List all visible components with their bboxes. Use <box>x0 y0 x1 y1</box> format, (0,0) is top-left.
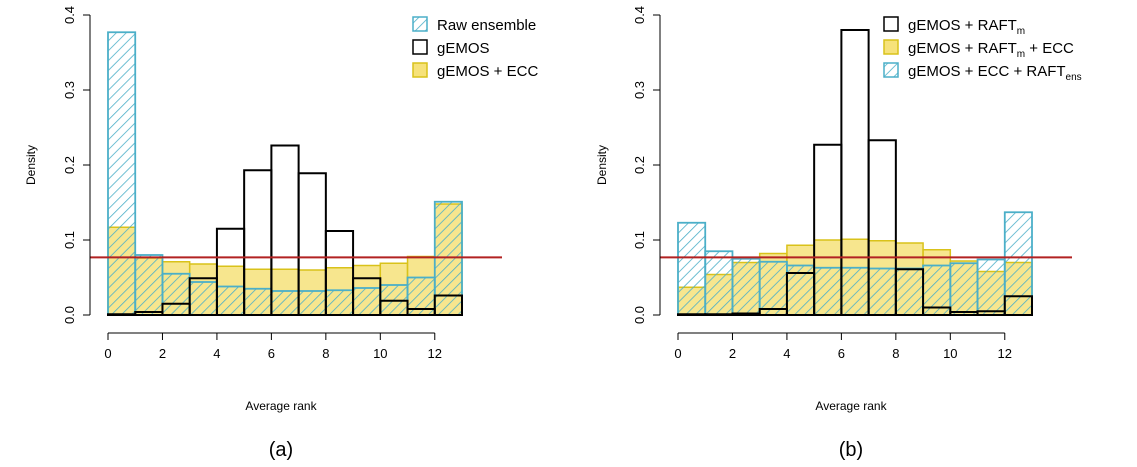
panel-b-xlabel: Average rank <box>815 399 887 413</box>
legend-label-gemos: gEMOS <box>437 40 490 57</box>
panel-b-x-tick-label: 0 <box>674 346 681 361</box>
panel-a-axes: 0 2 4 6 8 10 12 0.0 0.1 0.2 0.3 0.4 <box>62 6 442 361</box>
panel-a-bar-raw-ensemble-7 <box>297 290 327 316</box>
panel-a-bar-raw-ensemble-1 <box>134 254 164 316</box>
panel-a-bar-gemos-10 <box>379 299 409 316</box>
legend-swatch-raw-ensemble <box>412 16 428 32</box>
panel-a-bar-raw-ensemble-4 <box>216 285 246 316</box>
panel-b-bar-gemos-ecc-raftens-6 <box>840 266 870 316</box>
panel-b-bar-gemos-ecc-raftens-1 <box>704 250 734 316</box>
panel-b-bar-gemos-raftm-8 <box>894 268 925 316</box>
legend-swatch-gemos-ecc-raftens <box>883 62 899 78</box>
panel-b-axes: 0 2 4 6 8 10 12 0.0 0.1 0.2 0.3 0.4 <box>632 6 1012 361</box>
panel-b-bar-gemos-ecc-raftens-5 <box>813 266 843 316</box>
panel-a-bar-gemos-8 <box>324 230 355 316</box>
legend-label-gemos-raftm: gEMOS + RAFTm <box>908 17 1025 37</box>
panel-b-x-tick-label: 6 <box>838 346 845 361</box>
panel-b-caption: (b) <box>839 439 863 461</box>
panel-a-x-tick-label: 6 <box>268 346 275 361</box>
panel-b-bar-gemos-raftm-2 <box>731 312 761 316</box>
panel-a-bar-gemos-9 <box>352 277 382 316</box>
panel-b-bar-gemos-ecc-raftens-12 <box>1003 211 1033 316</box>
legend-label-gemos-ecc-raftens: gEMOS + ECC + RAFTens <box>908 63 1082 83</box>
panel-a-bar-raw-ensemble-12 <box>433 200 463 316</box>
panel-b-bar-gemos-ecc-raftens-0 <box>677 221 707 316</box>
panel-b-bar-gemos-ecc-raftens-7 <box>867 267 897 316</box>
panel-a-bar-raw-ensemble-2 <box>161 272 191 316</box>
panel-b-x-tick-label: 8 <box>892 346 899 361</box>
legend-swatch-gemos-raftm-ecc <box>883 39 899 55</box>
panel-a-bar-raw-ensemble-8 <box>324 289 354 316</box>
panel-a-bar-raw-ensemble-6 <box>270 290 300 316</box>
legend-label-gemos-ecc: gEMOS + ECC <box>437 63 538 80</box>
panel-a-bars <box>107 31 463 316</box>
panel-a-caption: (a) <box>269 439 293 461</box>
legend-label-gemos-raftm-ecc: gEMOS + RAFTm + ECC <box>908 40 1074 60</box>
panel-a-ylabel: Density <box>24 145 38 185</box>
panel-a-x-tick-label: 12 <box>428 346 442 361</box>
panel-a-x-tick-label: 4 <box>213 346 220 361</box>
panel-a-x-tick-label: 0 <box>104 346 111 361</box>
panel-a-y-tick-label: 0.0 <box>62 306 77 324</box>
panel-b-x-tick-label: 12 <box>998 346 1012 361</box>
panel-a-bar-raw-ensemble-0 <box>107 31 137 316</box>
panel-a-y-tick-label: 0.2 <box>62 156 77 174</box>
panel-a-legend: Raw ensemble gEMOS gEMOS + ECC <box>412 16 538 80</box>
panel-b-y-tick-label: 0.2 <box>632 156 647 174</box>
panel-b-bar-gemos-raftm-12 <box>1003 295 1033 316</box>
panel-b-bar-gemos-ecc-raftens-11 <box>976 258 1006 316</box>
panel-b-y-tick-label: 0.0 <box>632 306 647 324</box>
panel-a-bar-raw-ensemble-9 <box>352 287 382 316</box>
panel-a-xlabel: Average rank <box>245 399 317 413</box>
panel-b-ylabel: Density <box>595 145 609 185</box>
panel-b-x-tick-label: 10 <box>943 346 957 361</box>
panel-a-x-tick-label: 10 <box>373 346 387 361</box>
panel-a-x-tick-label: 8 <box>322 346 329 361</box>
panel-a-bar-raw-ensemble-3 <box>188 281 218 316</box>
panel-b-y-tick-label: 0.1 <box>632 231 647 249</box>
panel-a-x-tick-label: 2 <box>159 346 166 361</box>
panel-a-bar-gemos-0 <box>107 313 137 316</box>
legend-swatch-gemos <box>412 39 428 55</box>
panel-b-bar-gemos-raftm-1 <box>704 313 734 316</box>
panel-a-y-tick-label: 0.1 <box>62 231 77 249</box>
panel-b-legend: gEMOS + RAFTm gEMOS + RAFTm + ECC gEMOS … <box>883 16 1082 83</box>
panel-a-y-tick-label: 0.4 <box>62 6 77 24</box>
panel-b-x-tick-label: 2 <box>729 346 736 361</box>
legend-swatch-gemos-ecc <box>412 62 428 78</box>
panel-b-bar-gemos-raftm-0 <box>677 313 707 316</box>
panel-b-bar-gemos-ecc-raftens-2 <box>731 257 761 316</box>
panel-a-y-tick-label: 0.3 <box>62 81 77 99</box>
panel-b-y-tick-label: 0.3 <box>632 81 647 99</box>
panel-a-bar-raw-ensemble-5 <box>243 287 273 316</box>
panel-b-bars <box>677 29 1033 316</box>
panel-a-bar-gemos-12 <box>433 294 463 316</box>
legend-swatch-gemos-raftm <box>883 16 899 32</box>
panel-b-x-tick-label: 4 <box>783 346 790 361</box>
panel-b-bar-gemos-ecc-raftens-10 <box>949 262 979 316</box>
legend-label-raw-ensemble: Raw ensemble <box>437 17 536 34</box>
panel-b-y-tick-label: 0.4 <box>632 6 647 24</box>
panel-b-bar-gemos-raftm-7 <box>867 139 897 316</box>
panel-a: 0 2 4 6 8 10 12 0.0 0.1 0.2 0.3 0.4 Average rank De… <box>24 6 538 461</box>
panel-b-bar-gemos-ecc-raftens-8 <box>894 267 924 316</box>
panel-b-bar-gemos-ecc-raftens-3 <box>758 260 788 316</box>
panel-b: 0 2 4 6 8 10 12 0.0 0.1 0.2 0.3 0.4 Average rank De… <box>595 6 1082 461</box>
